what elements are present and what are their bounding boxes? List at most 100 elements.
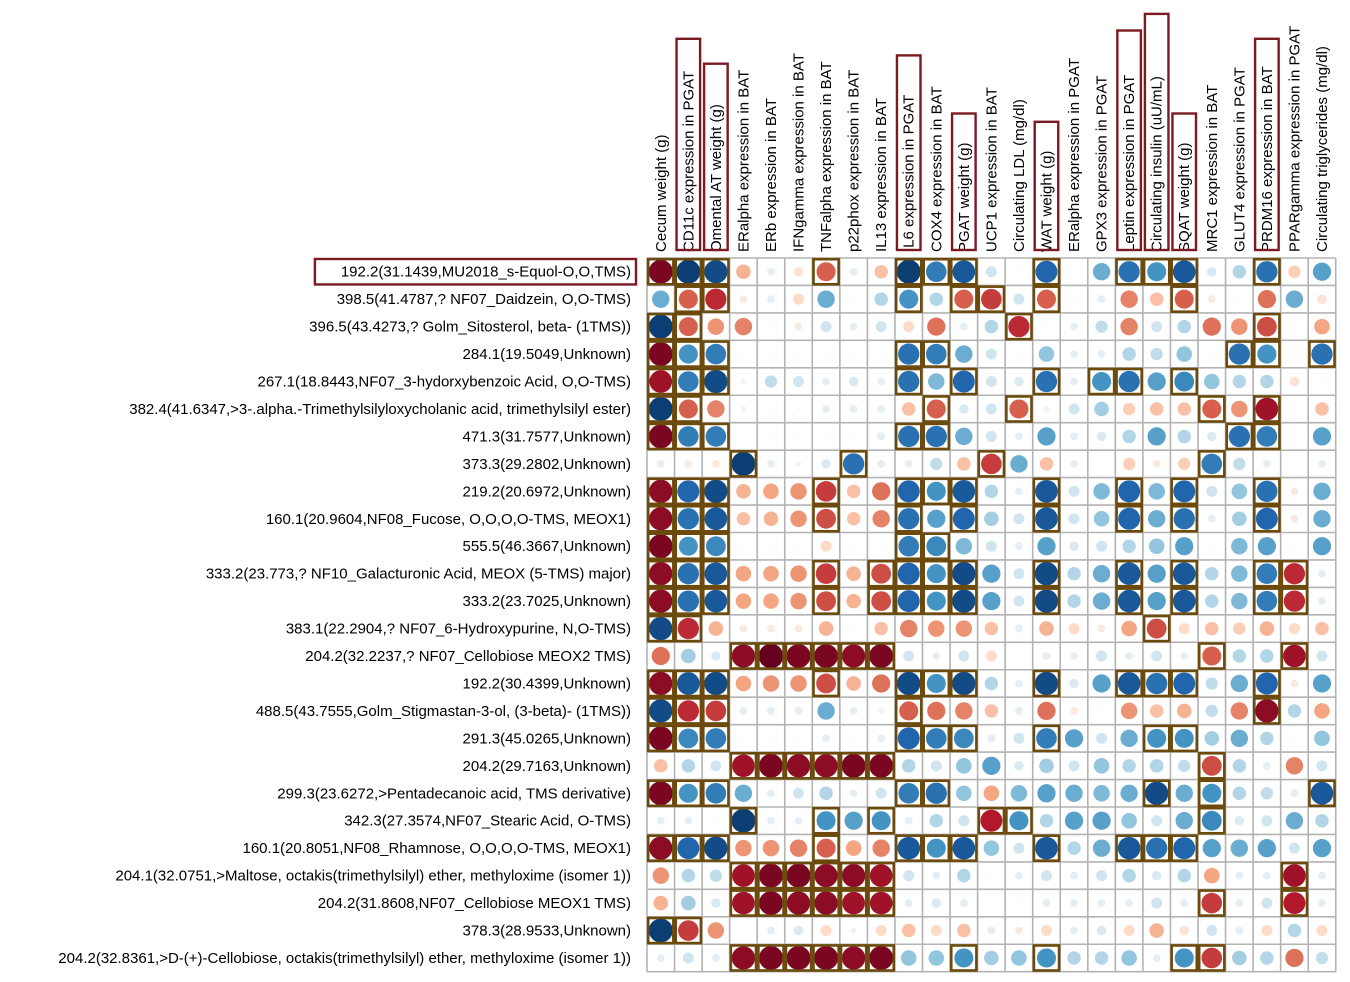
correlation-circle bbox=[1151, 870, 1162, 881]
correlation-circle bbox=[981, 288, 1002, 310]
significance-box bbox=[1142, 779, 1171, 808]
correlation-circle bbox=[790, 592, 807, 610]
significance-box bbox=[729, 751, 758, 780]
correlation-circle bbox=[1201, 892, 1223, 914]
correlation-circle bbox=[1315, 402, 1329, 416]
correlation-circle bbox=[875, 925, 887, 937]
correlation-circle bbox=[735, 593, 752, 609]
correlation-circle bbox=[654, 759, 668, 773]
correlation-circle bbox=[704, 671, 728, 696]
correlation-circle bbox=[1070, 459, 1078, 468]
significance-box bbox=[812, 504, 840, 533]
correlation-circle bbox=[816, 591, 836, 612]
row-label: 378.3(28.9533,Unknown) bbox=[463, 923, 631, 940]
correlation-circle bbox=[817, 290, 835, 308]
significance-box bbox=[646, 724, 675, 753]
correlation-circle bbox=[925, 261, 947, 283]
column-label: UCP1 expression in BAT bbox=[983, 87, 1000, 252]
correlation-circle bbox=[930, 925, 942, 937]
significance-box bbox=[646, 477, 675, 506]
correlation-circle bbox=[739, 295, 748, 304]
correlation-circle bbox=[653, 895, 669, 911]
correlation-circle bbox=[1231, 565, 1248, 582]
correlation-circle bbox=[758, 753, 783, 778]
correlation-circle bbox=[932, 652, 941, 660]
correlation-circle bbox=[817, 702, 835, 720]
significance-box bbox=[922, 779, 951, 808]
correlation-circle bbox=[872, 510, 890, 528]
correlation-circle bbox=[1178, 623, 1190, 635]
correlation-circle bbox=[1177, 429, 1191, 444]
significance-box bbox=[674, 724, 703, 753]
grid bbox=[646, 257, 1337, 973]
correlation-circle bbox=[1093, 758, 1110, 774]
correlation-circle bbox=[678, 783, 698, 803]
correlation-circle bbox=[952, 589, 976, 613]
correlation-circle bbox=[705, 728, 727, 749]
significance-box bbox=[1308, 340, 1336, 368]
correlation-circle bbox=[1316, 650, 1328, 662]
significance-box bbox=[977, 285, 1006, 313]
correlation-circle bbox=[1206, 485, 1218, 497]
significance-box bbox=[894, 422, 923, 451]
correlation-circle bbox=[758, 891, 783, 916]
correlation-circle bbox=[677, 837, 700, 860]
correlation-circle bbox=[1092, 263, 1111, 281]
correlation-circle bbox=[957, 868, 971, 883]
correlation-circle bbox=[1015, 624, 1023, 633]
correlation-circle bbox=[984, 950, 999, 966]
column-label: PPARgamma expression in PGAT bbox=[1286, 26, 1303, 252]
significance-box bbox=[894, 724, 923, 753]
correlation-circle bbox=[1034, 562, 1059, 586]
correlation-circle bbox=[819, 786, 833, 801]
significance-box bbox=[646, 779, 675, 808]
correlation-circle bbox=[758, 945, 783, 970]
correlation-circle bbox=[1257, 344, 1277, 364]
significance-box bbox=[1032, 367, 1061, 396]
significance-box bbox=[949, 724, 978, 753]
correlation-circle bbox=[879, 352, 883, 356]
correlation-circle bbox=[763, 483, 779, 500]
correlation-circle bbox=[1285, 812, 1304, 830]
correlation-circle bbox=[742, 435, 745, 438]
correlation-circle bbox=[1255, 507, 1278, 530]
correlation-circle bbox=[984, 676, 999, 691]
correlation-circle bbox=[652, 290, 670, 308]
correlation-circle bbox=[769, 737, 773, 740]
row-label: 204.2(32.2237,? NF07_Cellobiose MEOX2 TM… bbox=[305, 648, 631, 665]
correlation-circle bbox=[1117, 562, 1141, 586]
correlation-circle bbox=[1314, 730, 1330, 747]
correlation-circle bbox=[769, 325, 773, 328]
correlation-circle bbox=[984, 484, 999, 499]
significance-box bbox=[674, 532, 703, 561]
correlation-circle bbox=[1255, 672, 1278, 695]
significance-box bbox=[922, 257, 951, 286]
significance-box bbox=[757, 642, 785, 670]
correlation-circle bbox=[1172, 562, 1196, 586]
correlation-circle bbox=[678, 371, 699, 392]
correlation-circle bbox=[1261, 815, 1273, 827]
correlation-circle bbox=[1202, 317, 1221, 336]
correlation-circle bbox=[1288, 265, 1301, 278]
column-label: Leptin expression in PGAT bbox=[1121, 75, 1138, 252]
correlation-circle bbox=[711, 459, 720, 468]
correlation-circle bbox=[824, 435, 828, 438]
significance-box bbox=[1170, 285, 1199, 313]
correlation-circle bbox=[1092, 811, 1111, 830]
correlation-circle bbox=[1149, 923, 1164, 938]
correlation-circle bbox=[953, 728, 974, 749]
significance-box bbox=[1197, 642, 1226, 670]
correlation-circle bbox=[1120, 784, 1138, 802]
correlation-circle bbox=[955, 620, 973, 637]
correlation-circle bbox=[985, 266, 997, 278]
significance-box bbox=[1142, 724, 1171, 753]
correlation-circle bbox=[1318, 597, 1326, 606]
correlation-circle bbox=[814, 754, 838, 778]
significance-box bbox=[812, 257, 840, 286]
correlation-circle bbox=[899, 701, 919, 721]
correlation-circle bbox=[711, 651, 721, 661]
correlation-circle bbox=[1202, 399, 1222, 419]
column-label: Circulating LDL (mg/dl) bbox=[1011, 99, 1028, 252]
highlighted-column-frame bbox=[1143, 12, 1170, 252]
correlation-circle bbox=[1125, 652, 1134, 660]
